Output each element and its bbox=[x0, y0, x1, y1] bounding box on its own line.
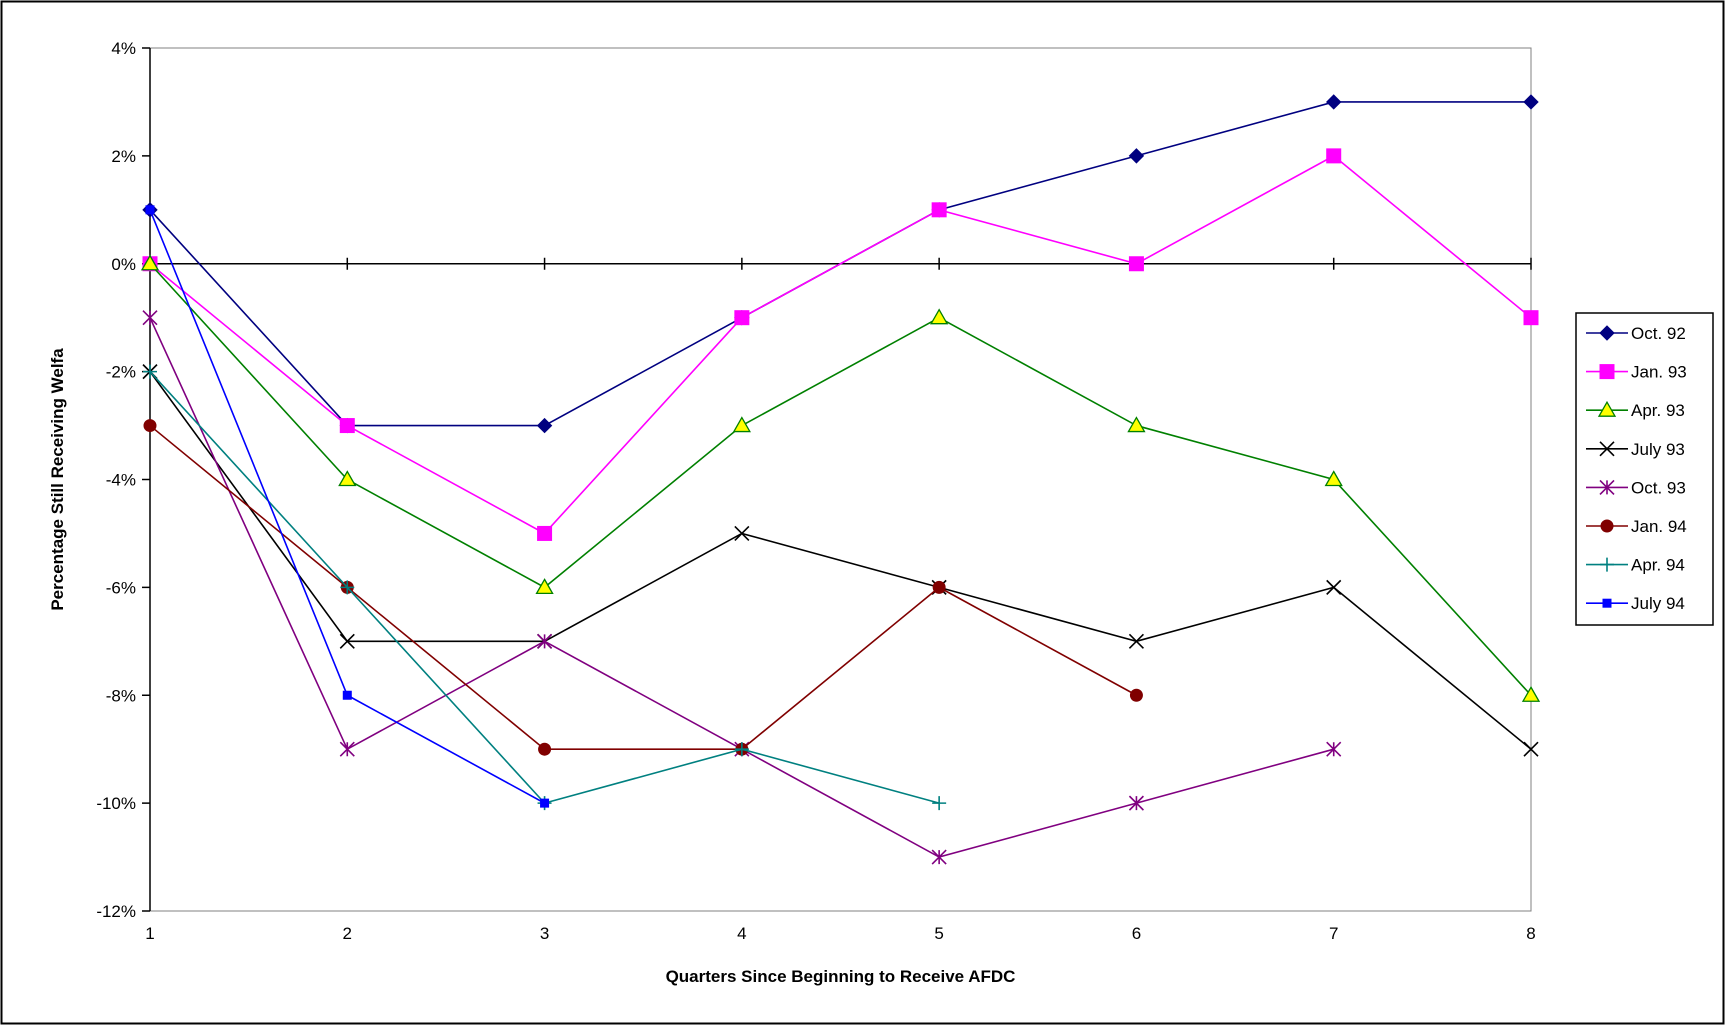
legend-item: July 93 bbox=[1586, 440, 1685, 459]
y-tick-label: -12% bbox=[96, 902, 136, 921]
diamond-marker bbox=[536, 417, 553, 434]
asterisk-marker bbox=[931, 849, 947, 865]
y-tick-label: 2% bbox=[111, 147, 136, 166]
series-layer bbox=[140, 94, 1541, 865]
x-marker bbox=[1128, 633, 1144, 649]
triangle-marker bbox=[1597, 400, 1617, 417]
square-marker bbox=[931, 202, 947, 218]
y-axis-ticks: 4% 2% 0% -2% -4% -6% -8% -10% -12% bbox=[96, 39, 150, 921]
plus-marker bbox=[143, 364, 157, 379]
plus-marker bbox=[932, 796, 947, 811]
legend-label: Oct. 92 bbox=[1631, 324, 1686, 343]
x-axis-label: Quarters Since Beginning to Receive AFDC bbox=[666, 967, 1016, 986]
small-square-marker bbox=[145, 205, 155, 215]
legend-label: Apr. 94 bbox=[1631, 556, 1685, 575]
circle-marker bbox=[1600, 519, 1614, 533]
small-square-marker bbox=[1602, 598, 1612, 608]
x-tick-label: 4 bbox=[737, 924, 746, 943]
y-tick-label: -10% bbox=[96, 794, 136, 813]
plus-marker bbox=[1600, 557, 1614, 572]
plus-marker bbox=[340, 580, 355, 595]
legend-label: Jan. 94 bbox=[1631, 517, 1687, 536]
circle-marker bbox=[932, 580, 946, 594]
asterisk-marker bbox=[1326, 741, 1342, 757]
x-marker bbox=[1326, 579, 1342, 595]
triangle-marker bbox=[338, 470, 357, 487]
plot-area bbox=[149, 47, 1532, 912]
asterisk-marker bbox=[1599, 479, 1615, 495]
triangle-marker bbox=[930, 308, 949, 325]
circle-marker bbox=[143, 419, 157, 433]
series-line bbox=[149, 424, 1137, 750]
legend-item: Apr. 94 bbox=[1586, 556, 1685, 575]
legend-item: Oct. 93 bbox=[1586, 478, 1686, 497]
legend-label: July 94 bbox=[1631, 594, 1685, 613]
circle-marker bbox=[1129, 688, 1143, 702]
series-line bbox=[149, 154, 1532, 535]
series-line bbox=[149, 263, 1532, 696]
triangle-marker bbox=[1521, 685, 1541, 702]
x-tick-label: 5 bbox=[934, 924, 943, 943]
square-marker bbox=[1599, 364, 1615, 380]
legend-label: July 93 bbox=[1631, 440, 1685, 459]
legend-box bbox=[1575, 312, 1714, 626]
asterisk-marker bbox=[537, 633, 553, 649]
circle-marker bbox=[538, 742, 552, 756]
x-marker bbox=[339, 633, 355, 649]
square-marker bbox=[1523, 310, 1539, 326]
y-tick-label: 4% bbox=[111, 39, 136, 58]
x-marker bbox=[1599, 441, 1615, 457]
y-tick-label: -2% bbox=[106, 363, 136, 382]
square-marker bbox=[339, 418, 355, 434]
y-tick-label: -6% bbox=[106, 578, 136, 597]
small-square-marker bbox=[342, 690, 352, 700]
triangle-marker bbox=[732, 416, 751, 433]
diamond-marker bbox=[1326, 94, 1342, 110]
asterisk-marker bbox=[1128, 795, 1144, 811]
asterisk-marker bbox=[339, 741, 355, 757]
x-tick-label: 7 bbox=[1329, 924, 1338, 943]
square-marker bbox=[1128, 256, 1144, 272]
series-apr-93 bbox=[140, 254, 1541, 702]
square-marker bbox=[1326, 148, 1342, 164]
plus-marker bbox=[734, 742, 749, 757]
diamond-marker bbox=[1128, 148, 1145, 164]
diamond-marker bbox=[1599, 325, 1615, 341]
triangle-marker bbox=[140, 254, 160, 271]
x-tick-label: 3 bbox=[540, 924, 549, 943]
y-tick-label: 0% bbox=[111, 255, 136, 274]
legend-label: Apr. 93 bbox=[1631, 401, 1685, 420]
small-square-marker bbox=[540, 798, 550, 808]
y-tick-label: -8% bbox=[106, 686, 136, 705]
x-tick-label: 6 bbox=[1132, 924, 1141, 943]
triangle-marker bbox=[1127, 416, 1146, 433]
series-july-94 bbox=[145, 205, 550, 808]
legend-label: Jan. 93 bbox=[1631, 363, 1687, 382]
series-jan-93 bbox=[142, 148, 1539, 541]
x-marker bbox=[1523, 741, 1539, 757]
series-line bbox=[149, 371, 1532, 750]
legend-item: Apr. 93 bbox=[1586, 400, 1685, 420]
asterisk-marker bbox=[142, 310, 158, 326]
y-tick-label: -4% bbox=[106, 471, 136, 490]
legend-item: July 94 bbox=[1586, 594, 1685, 613]
x-tick-label: 2 bbox=[343, 924, 352, 943]
square-marker bbox=[537, 525, 553, 541]
y-axis-label: Percentage Still Receiving Welfa bbox=[48, 348, 67, 611]
diamond-marker bbox=[1523, 94, 1539, 110]
x-tick-label: 8 bbox=[1526, 924, 1535, 943]
triangle-marker bbox=[535, 578, 554, 595]
triangle-marker bbox=[1324, 470, 1343, 487]
legend-item: Jan. 93 bbox=[1586, 363, 1687, 382]
legend-item: Jan. 94 bbox=[1586, 517, 1687, 536]
legend-item: Oct. 92 bbox=[1586, 324, 1686, 343]
square-marker bbox=[734, 310, 750, 326]
x-tick-label: 1 bbox=[145, 924, 154, 943]
legend: Oct. 92 Jan. 93 Apr. 93 July 93 Oct. 93 Jan. … bbox=[1575, 312, 1714, 626]
legend-label: Oct. 93 bbox=[1631, 478, 1686, 497]
x-marker bbox=[734, 525, 750, 542]
